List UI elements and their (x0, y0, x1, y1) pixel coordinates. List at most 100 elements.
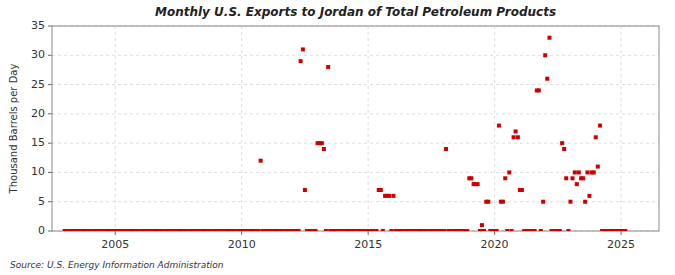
tick-label: 2020 (481, 238, 509, 251)
tick-label: 15 (31, 136, 45, 149)
tick (241, 231, 242, 235)
tick-label: 35 (31, 19, 45, 32)
point (541, 200, 545, 204)
point (568, 200, 572, 204)
point (314, 229, 318, 231)
point (560, 141, 564, 145)
point (476, 182, 480, 186)
axis-label: Thousand Barrels per Day (8, 64, 19, 195)
point (381, 229, 385, 231)
tick-label: 0 (38, 224, 45, 237)
tick-label: 25 (31, 78, 45, 91)
tick-label: 30 (31, 48, 45, 61)
tick (48, 55, 52, 56)
grid (52, 26, 659, 231)
grid-line (52, 113, 659, 114)
chart: 0510152025303520052010201520202025Monthl… (0, 0, 675, 275)
grid-line (52, 84, 659, 85)
point (324, 229, 328, 231)
title: Monthly U.S. Exports to Jordan of Total … (155, 5, 556, 19)
grid-line (52, 172, 659, 173)
point (503, 176, 507, 180)
axes: 0510152025303520052010201520202025 (31, 19, 659, 251)
tick-label: 5 (38, 195, 45, 208)
point (482, 229, 486, 231)
point (465, 229, 469, 231)
tick-label: 10 (31, 165, 45, 178)
grid-line (494, 26, 495, 231)
point (320, 141, 324, 145)
grid-line (115, 26, 116, 231)
point (598, 124, 602, 128)
point (558, 229, 562, 231)
points (63, 36, 628, 231)
grid-line (621, 26, 622, 231)
tick (48, 201, 52, 202)
tick (115, 231, 116, 235)
point (322, 147, 326, 151)
point (594, 135, 598, 139)
tick-label: 2005 (101, 238, 129, 251)
point (543, 53, 547, 57)
point (585, 170, 589, 174)
point (391, 194, 395, 198)
point (389, 229, 393, 231)
point (581, 176, 585, 180)
point (497, 124, 501, 128)
point (512, 135, 516, 139)
point (539, 229, 543, 231)
point (501, 200, 505, 204)
point (374, 229, 378, 231)
grid-line (52, 143, 659, 144)
point (587, 194, 591, 198)
point (573, 170, 577, 174)
point (299, 59, 303, 63)
tick-label: 20 (31, 107, 45, 120)
point (259, 159, 263, 163)
tick (48, 84, 52, 85)
point (469, 176, 473, 180)
point (564, 176, 568, 180)
tick (48, 113, 52, 114)
tick-label: 2010 (228, 238, 256, 251)
point (486, 200, 490, 204)
tick (48, 231, 52, 232)
tick (368, 231, 369, 235)
tick (48, 26, 52, 27)
point (516, 135, 520, 139)
tick (48, 172, 52, 173)
tick (494, 231, 495, 235)
grid-line (368, 26, 369, 231)
point (514, 129, 518, 133)
point (303, 188, 307, 192)
plot-area (52, 26, 659, 231)
point (575, 182, 579, 186)
point (326, 65, 330, 69)
point (545, 77, 549, 81)
tick (621, 231, 622, 235)
point (562, 147, 566, 151)
point (507, 170, 511, 174)
point (510, 229, 514, 231)
point (387, 194, 391, 198)
point (379, 188, 383, 192)
source: Source: U.S. Energy Information Administ… (10, 260, 224, 270)
point (444, 147, 448, 151)
point (480, 223, 484, 227)
point (596, 165, 600, 169)
point (495, 229, 499, 231)
point (547, 36, 551, 40)
plot-frame (52, 26, 659, 231)
point (301, 47, 305, 51)
point (297, 229, 301, 231)
point (592, 170, 596, 174)
point (623, 229, 627, 231)
point (505, 229, 509, 231)
point (566, 229, 570, 231)
point (577, 170, 581, 174)
point (442, 229, 446, 231)
tick-label: 2025 (607, 238, 635, 251)
grid-line (241, 26, 242, 231)
point (571, 176, 575, 180)
point (583, 200, 587, 204)
